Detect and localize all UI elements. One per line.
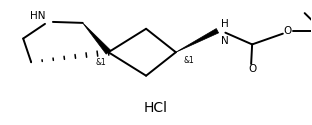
Text: O: O <box>284 26 292 36</box>
Text: &1: &1 <box>184 56 194 64</box>
Polygon shape <box>176 28 219 52</box>
Text: N: N <box>222 36 229 46</box>
Text: HCl: HCl <box>144 101 168 115</box>
Text: H: H <box>222 19 229 29</box>
Polygon shape <box>83 23 111 54</box>
Text: &1: &1 <box>95 58 106 66</box>
Text: HN: HN <box>30 11 46 21</box>
Text: O: O <box>248 64 256 74</box>
